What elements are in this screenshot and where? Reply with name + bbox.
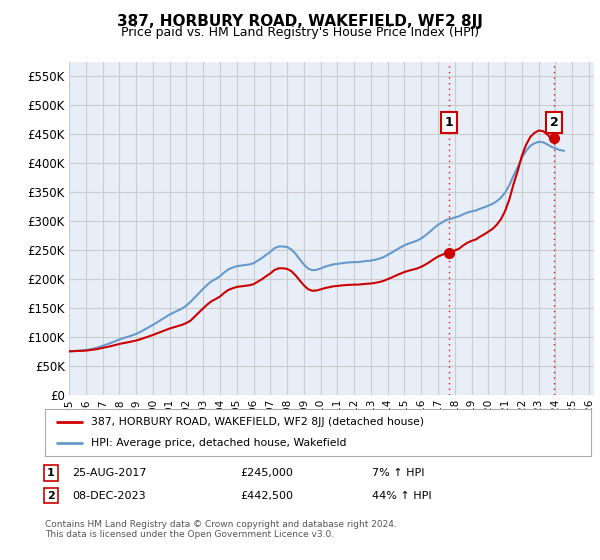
Text: £442,500: £442,500 — [240, 491, 293, 501]
Text: Price paid vs. HM Land Registry's House Price Index (HPI): Price paid vs. HM Land Registry's House … — [121, 26, 479, 39]
Text: Contains HM Land Registry data © Crown copyright and database right 2024.
This d: Contains HM Land Registry data © Crown c… — [45, 520, 397, 539]
Text: 44% ↑ HPI: 44% ↑ HPI — [372, 491, 431, 501]
Text: 1: 1 — [445, 116, 453, 129]
Text: 08-DEC-2023: 08-DEC-2023 — [72, 491, 146, 501]
Text: HPI: Average price, detached house, Wakefield: HPI: Average price, detached house, Wake… — [91, 438, 347, 448]
Text: 2: 2 — [47, 491, 55, 501]
Text: 2: 2 — [550, 116, 559, 129]
Text: 1: 1 — [47, 468, 55, 478]
Text: 25-AUG-2017: 25-AUG-2017 — [72, 468, 146, 478]
Text: 387, HORBURY ROAD, WAKEFIELD, WF2 8JJ (detached house): 387, HORBURY ROAD, WAKEFIELD, WF2 8JJ (d… — [91, 417, 425, 427]
Text: £245,000: £245,000 — [240, 468, 293, 478]
Text: 387, HORBURY ROAD, WAKEFIELD, WF2 8JJ: 387, HORBURY ROAD, WAKEFIELD, WF2 8JJ — [117, 14, 483, 29]
Text: 7% ↑ HPI: 7% ↑ HPI — [372, 468, 425, 478]
